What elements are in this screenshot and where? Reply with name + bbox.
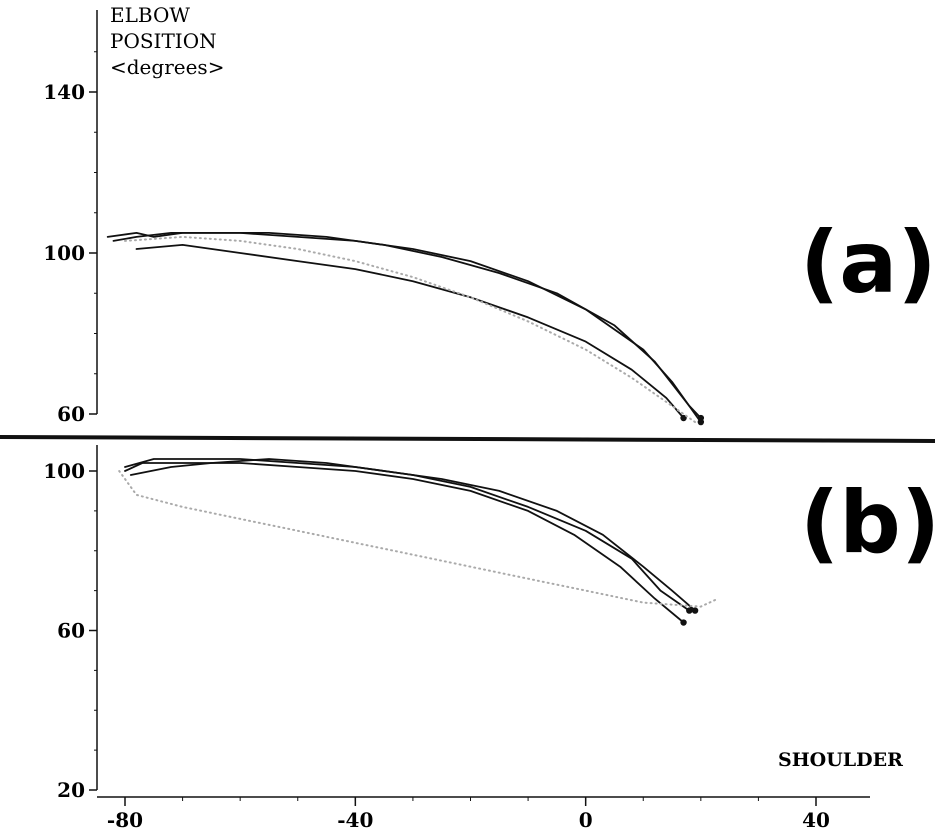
series-endpoint	[686, 607, 693, 614]
panel-a-chart: 60 100 140	[43, 10, 705, 426]
series-endpoint	[680, 619, 687, 626]
panel-label-b: (b)	[800, 473, 935, 573]
series-line-4	[118, 470, 720, 608]
ylabel-line-1: ELBOW	[110, 3, 190, 27]
y-tick-label: 140	[43, 80, 85, 104]
y-tick-label: 60	[57, 402, 85, 426]
series-line-4	[124, 235, 697, 424]
series-line-2	[112, 232, 702, 419]
panel-separator	[0, 435, 935, 443]
series-line-3	[129, 458, 696, 612]
y-tick-label: 60	[57, 619, 85, 643]
ylabel-line-3: <degrees>	[110, 55, 224, 79]
series-line-1	[124, 458, 691, 612]
panel-label-a: (a)	[800, 213, 935, 313]
series-line-3	[135, 244, 685, 419]
y-tick-label: 20	[57, 778, 85, 802]
x-tick-label: -40	[337, 808, 373, 829]
series-endpoint	[691, 607, 699, 614]
series-endpoint	[697, 414, 705, 422]
x-axis-label: SHOULDER	[778, 749, 903, 771]
panel-b-chart: 20 60 100 -80 -40 0 40	[43, 445, 870, 829]
series-line-1	[106, 232, 702, 423]
x-tick-label: -80	[107, 808, 143, 829]
x-tick-label: 40	[802, 808, 830, 829]
x-tick-label: 0	[579, 808, 593, 829]
y-tick-label: 100	[43, 241, 85, 265]
series-line-2	[124, 462, 685, 624]
ylabel-line-2: POSITION	[110, 29, 217, 53]
y-tick-label: 100	[43, 459, 85, 483]
series-endpoint	[680, 414, 687, 422]
